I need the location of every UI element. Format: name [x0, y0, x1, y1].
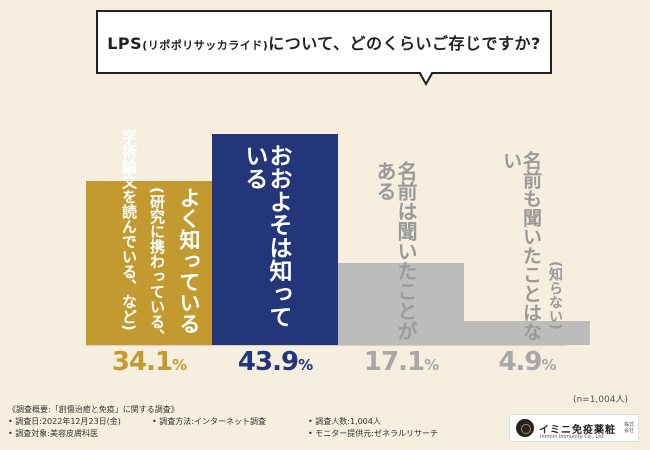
bar-mostly-known: おおよそは知っている: [212, 134, 338, 345]
footer-count: • 調査人数:1,004人: [308, 417, 381, 426]
logo-name: イミニ免疫薬粧: [539, 424, 616, 436]
bar-label-main: よく知っている: [177, 187, 201, 334]
footer-method: • 調査方法:インターネット調査: [152, 417, 266, 426]
question-box: LPS(リポポリサッカライド)について、どのくらいご存じですか?: [96, 10, 552, 86]
bar-label-well-known-sub2: 学術論文を読んでいる、など): [120, 129, 138, 331]
pct-label-mostly-known: 43.9%: [237, 347, 313, 377]
company-logo: イミニ免疫薬粧 Immini Immunity Co., Ltd. 株式会社: [509, 414, 639, 442]
footer-date: • 調査日:2022年12月23日(金): [8, 417, 121, 426]
bar-well-known: よく知っている (研究に携わっている、 学術論文を読んでいる、など): [86, 129, 212, 345]
question-prefix: LPS: [107, 34, 143, 53]
question-suffix: について、どのくらいご存じですか?: [268, 34, 541, 53]
pct-label-never-heard: 4.9%: [498, 347, 556, 377]
bar-label-never-heard: 名前も聞いたことはない: [500, 151, 542, 341]
footer-target: • 調査対象:美容皮膚科医: [8, 429, 98, 438]
bar-label-well-known-sub: (研究に携わっている、: [148, 187, 166, 344]
baseline: [86, 345, 566, 346]
sample-size: (n=1,004人): [572, 395, 628, 405]
bar-label-mostly-known: おおよそは知っている: [240, 144, 291, 328]
bar-label-never-heard-sub: (知らない): [547, 261, 563, 330]
survey-footer: 《調査概要:「創傷治癒と免疫」に関する調査》 • 調査日:2022年12月23日…: [0, 403, 650, 450]
pct-label-heard-name: 17.1%: [363, 347, 439, 377]
footer-provider: • モニター提供元:ゼネラルリサーチ: [308, 429, 438, 438]
question-title: LPS(リポポリサッカライド)について、どのくらいご存じですか?: [107, 30, 541, 54]
logo-emblem-icon: [516, 419, 534, 437]
bar-never-heard: 名前も聞いたことはない (知らない): [464, 151, 590, 345]
logo-subtitle: Immini Immunity Co., Ltd.: [540, 434, 605, 440]
bar-label-heard-name: 名前は聞いたことがある: [373, 161, 418, 341]
footer-title: 《調査概要:「創傷治癒と免疫」に関する調査》: [8, 405, 179, 414]
pct-label-well-known: 34.1%: [111, 347, 187, 377]
logo-corp: 株式会社: [624, 422, 635, 434]
bar-heard-name: 名前は聞いたことがある: [338, 161, 464, 345]
bar-label-well-known: よく知っている: [177, 187, 201, 334]
question-paren: (リポポリサッカライド): [142, 39, 269, 52]
